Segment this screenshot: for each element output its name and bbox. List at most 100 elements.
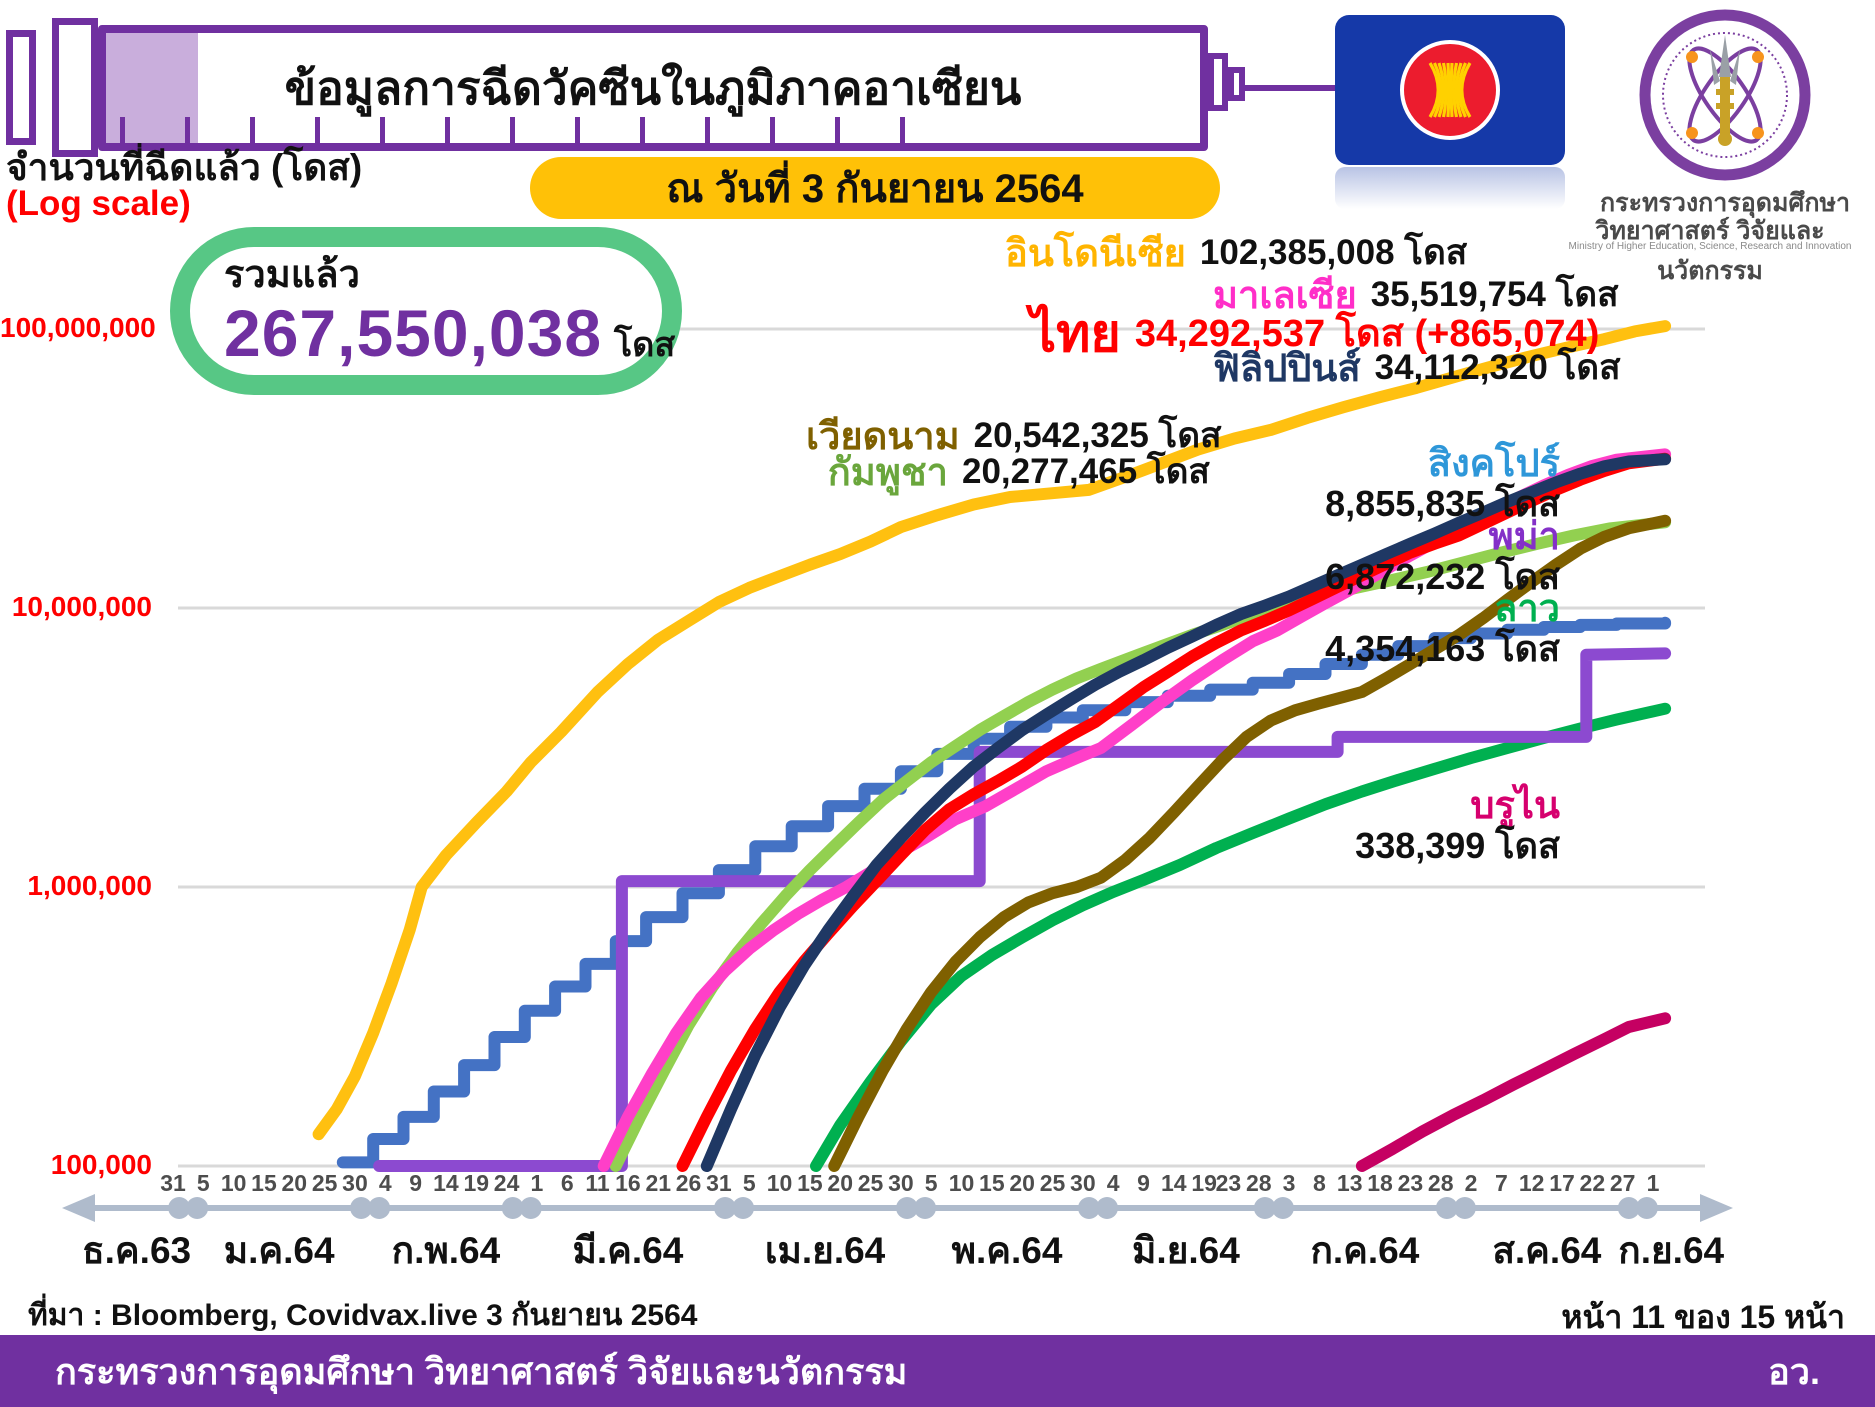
day-tick-label: 16 [615, 1170, 641, 1196]
month-label: มิ.ย.64 [1132, 1230, 1240, 1271]
day-tick-label: 28 [1245, 1170, 1272, 1196]
ministry-name-english: Ministry of Higher Education, Science, R… [1568, 241, 1852, 252]
country-value-malaysia: 35,519,754 โดส [1370, 275, 1619, 314]
ministry-name-line1: กระทรวงการอุดมศึกษา [1600, 189, 1850, 217]
syringe-tick [315, 117, 320, 143]
country-label-indonesia: อินโดนีเซีย 102,385,008 โดส [1005, 222, 1467, 283]
bottom-bar: กระทรวงการอุดมศึกษา วิทยาศาสตร์ วิจัยและ… [0, 1335, 1875, 1407]
day-tick-label: 10 [766, 1170, 793, 1196]
syringe-tick [380, 117, 385, 143]
day-tick-label: 28 [1427, 1170, 1454, 1196]
month-label: ก.ค.64 [1310, 1230, 1420, 1271]
y-axis-scale-note: (Log scale) [6, 184, 191, 223]
syringe-tick [445, 117, 450, 143]
country-name-malaysia: มาเลเซีย [1213, 275, 1357, 317]
day-tick-label: 20 [827, 1170, 853, 1196]
day-tick-label: 23 [1397, 1170, 1424, 1196]
country-value-laos: 4,354,163 โดส [1325, 628, 1560, 669]
country-value-vietnam: 20,542,325 โดส [973, 416, 1222, 455]
month-label: ม.ค.64 [223, 1230, 335, 1271]
day-tick-label: 17 [1549, 1170, 1575, 1196]
day-tick-label: 2 [1464, 1170, 1478, 1196]
day-tick-label: 30 [1070, 1170, 1096, 1196]
y-tick-label: 1,000,000 [27, 870, 152, 901]
total-label: รวมแล้ว [224, 254, 360, 296]
day-tick-label: 15 [979, 1170, 1005, 1196]
day-tick-label: 19 [1191, 1170, 1217, 1196]
day-tick-label: 8 [1312, 1170, 1326, 1196]
date-badge: ณ วันที่ 3 กันยายน 2564 [530, 157, 1220, 219]
month-label: ส.ค.64 [1492, 1230, 1602, 1271]
day-tick-label: 24 [493, 1170, 520, 1196]
day-tick-label: 23 [1215, 1170, 1242, 1196]
country-value-philippines: 34,112,320 โดส [1374, 348, 1621, 387]
syringe-tick [640, 117, 645, 143]
syringe-tick [705, 117, 710, 143]
series-line-brunei [1355, 1012, 1672, 1172]
day-tick-label: 3 [1282, 1170, 1296, 1196]
syringe-tick [510, 117, 515, 143]
country-label-brunei: บรูไน 338,399 โดส [1355, 786, 1560, 866]
day-tick-label: 30 [342, 1170, 368, 1196]
country-label-singapore: สิงคโปร์ 8,855,835 โดส [1325, 444, 1560, 524]
country-value-singapore: 8,855,835 โดส [1325, 483, 1560, 524]
day-tick-label: 10 [948, 1170, 975, 1196]
total-value: 267,550,038 [224, 296, 603, 370]
country-name-myanmar: พม่า [1488, 516, 1560, 558]
day-tick-label: 14 [433, 1170, 459, 1196]
orbit-dots-icon [1686, 51, 1764, 139]
country-name-brunei: บรูไน [1470, 785, 1560, 827]
day-tick-label: 20 [1009, 1170, 1035, 1196]
country-label-cambodia: กัมพูชา 20,277,465 โดส [806, 441, 1210, 502]
ministry-logo [1639, 9, 1811, 181]
syringe-nozzle [1208, 53, 1228, 111]
day-tick-label: 7 [1494, 1170, 1508, 1196]
page-title: ข้อมูลการฉีดวัคซีนในภูมิภาคอาเซียน [284, 61, 1022, 114]
country-label-malaysia: มาเลเซีย 35,519,754 โดส [1213, 264, 1619, 325]
syringe-tick [575, 117, 580, 143]
series-line-philippines [700, 453, 1672, 1172]
day-tick-label: 5 [742, 1170, 756, 1196]
day-tick-label: 9 [409, 1170, 422, 1196]
day-tick-label: 30 [888, 1170, 914, 1196]
syringe-tick [835, 117, 840, 143]
bottom-bar-ministry-text: กระทรวงการอุดมศึกษา วิทยาศาสตร์ วิจัยและ… [55, 1350, 908, 1392]
country-name-cambodia: กัมพูชา [827, 452, 948, 494]
day-tick-label: 25 [1039, 1170, 1066, 1196]
banner-barrel: ข้อมูลการฉีดวัคซีนในภูมิภาคอาเซียน [98, 25, 1208, 151]
month-label: ก.ย.64 [1618, 1230, 1725, 1271]
day-tick-label: 5 [196, 1170, 210, 1196]
y-axis-title: จำนวนที่ฉีดแล้ว (โดส) [6, 147, 363, 188]
day-tick-label: 14 [1161, 1170, 1187, 1196]
country-value-thailand: 34,292,537 โดส (+865,074) [1134, 313, 1600, 355]
month-label: มี.ค.64 [572, 1230, 684, 1271]
country-value-brunei: 338,399 โดส [1355, 825, 1560, 866]
syringe-tick [185, 117, 190, 143]
month-label: ก.พ.64 [391, 1230, 501, 1271]
country-name-indonesia: อินโดนีเซีย [1005, 233, 1186, 275]
day-tick-label: 25 [311, 1170, 338, 1196]
syringe-needle [1243, 85, 1337, 91]
country-value-indonesia: 102,385,008 โดส [1199, 233, 1468, 272]
day-tick-label: 27 [1609, 1170, 1636, 1196]
month-label: พ.ค.64 [951, 1230, 1063, 1271]
syringe-tick [120, 117, 125, 143]
syringe-tick [250, 117, 255, 143]
country-label-vietnam: เวียดนาม 20,542,325 โดส [806, 405, 1221, 466]
y-tick-label: 10,000,000 [11, 591, 152, 622]
day-tick-label: 1 [530, 1170, 544, 1196]
day-tick-label: 18 [1367, 1170, 1393, 1196]
syringe-flange [52, 18, 98, 157]
day-tick-label: 19 [463, 1170, 490, 1196]
source-text: ที่มา : Bloomberg, Covidvax.live 3 กันยา… [28, 1299, 698, 1332]
rice-sheaf-icon [1428, 62, 1472, 118]
day-tick-label: 25 [857, 1170, 884, 1196]
day-tick-label: 12 [1518, 1170, 1545, 1196]
month-label: เม.ย.64 [764, 1230, 886, 1271]
day-tick-label: 11 [585, 1170, 610, 1196]
country-name-thailand: ไทย [1030, 305, 1121, 363]
page-indicator: หน้า 11 ของ 15 หน้า [1561, 1299, 1845, 1335]
day-tick-label: 5 [924, 1170, 938, 1196]
country-name-laos: ลาว [1494, 588, 1560, 630]
